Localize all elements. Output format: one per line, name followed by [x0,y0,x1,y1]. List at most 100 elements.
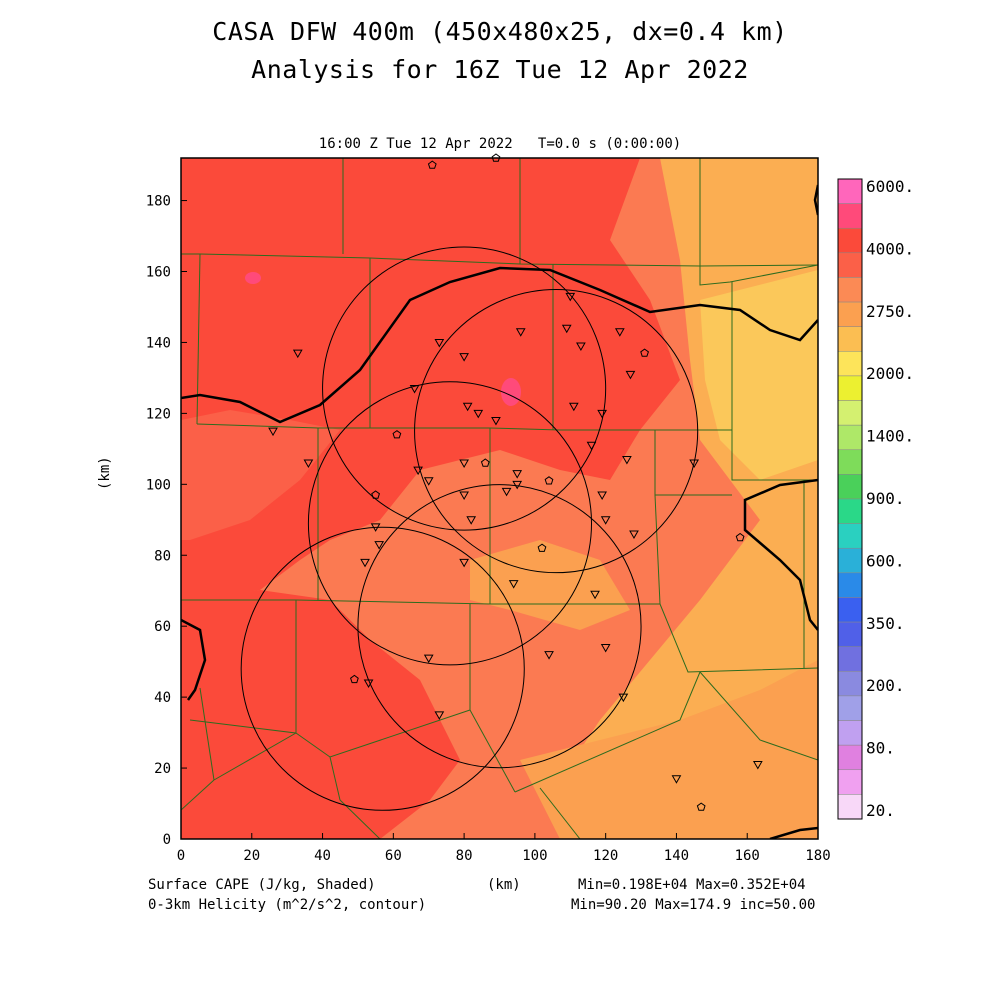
colorbar-swatch [837,301,863,327]
cape-max-spot-2 [245,272,261,284]
x-tick-label: 0 [177,848,185,864]
station-pentagon [371,490,380,499]
station-triangle [671,775,682,784]
colorbar-swatch [837,326,863,352]
helicity-contours [181,184,818,839]
cape-south-orange-band [520,660,818,839]
cape-max-spot [501,378,521,406]
colorbar-swatch [837,400,863,426]
station-triangle [370,523,381,532]
station-triangle [459,558,469,568]
y-tick-label: 40 [154,690,171,706]
radar-ring [414,289,699,574]
station-pentagon [480,458,490,467]
station-triangle [413,466,423,476]
colorbar-swatch [837,178,863,204]
station-triangle [459,353,469,362]
colorbar-swatch [837,227,863,254]
x-tick-label: 140 [664,848,689,864]
station-triangle [466,516,477,525]
station-triangle [614,328,625,337]
radar-range-rings [240,246,699,811]
colorbar-label: 80. [866,739,895,758]
cape-east-yellow-band [700,270,818,480]
station-triangle [423,477,434,486]
colorbar-swatch [837,351,863,377]
y-tick-label: 80 [154,548,171,564]
station-markers [268,153,763,811]
x-tick-label: 60 [385,848,402,864]
colorbar-label: 4000. [866,239,914,258]
station-triangle [459,459,469,469]
station-triangle [622,455,632,465]
y-tick-label: 120 [146,406,171,422]
cape-high-region-southwest [181,590,460,839]
colorbar-swatch [837,375,863,401]
colorbar-label: 350. [866,614,905,633]
station-triangle [268,427,278,437]
station-triangle [303,459,314,469]
station-triangle [576,342,586,351]
y-tick-label: 20 [154,761,171,777]
station-pentagon [392,430,402,439]
footer-left-2: 0-3km Helicity (m^2/s^2, contour) [148,897,427,913]
colorbar-swatch [837,794,863,820]
x-tick-label: 120 [593,848,618,864]
x-tick-label: 80 [456,848,473,864]
cape-mid-region-west [181,410,340,540]
station-triangle [600,643,611,653]
station-triangle [618,693,629,703]
station-triangle [544,651,554,660]
x-tick-label: 40 [314,848,331,864]
station-triangle [512,470,523,479]
colorbar-label: 1400. [866,427,914,446]
station-triangle [462,402,473,412]
cape-field [181,158,818,839]
footer-left-1: Surface CAPE (J/kg, Shaded) [148,877,376,893]
colorbar-label: 900. [866,489,905,508]
station-triangle [491,416,501,426]
station-triangle [501,487,512,497]
colorbar-swatch [837,769,863,795]
colorbar-swatch [837,646,863,672]
station-triangle [360,558,370,568]
station-triangle [568,402,579,412]
station-triangle [590,590,600,600]
county-boundaries [181,158,818,839]
radar-ring [307,381,593,666]
y-tick-label: 100 [146,477,171,493]
colorbar-swatch [837,474,863,500]
footer-center: (km) [487,877,521,893]
station-pentagon [640,348,649,357]
footer-right-2: Min=90.20 Max=174.9 inc=50.00 [571,897,816,913]
station-triangle [629,530,639,539]
colorbar-swatch [837,621,863,647]
colorbar-swatch [837,498,863,524]
plot-frame [180,157,819,840]
colorbar-label: 600. [866,551,905,570]
station-triangle [586,441,597,451]
cape-high-region-west [181,158,680,600]
station-triangle [473,409,484,419]
station-triangle [565,292,576,302]
station-triangle [508,580,519,589]
radar-ring [240,526,525,811]
x-tick-label: 160 [735,848,760,864]
y-tick-label: 0 [163,832,171,848]
station-triangle [600,516,611,525]
x-tick-label: 180 [805,848,830,864]
station-triangle [292,349,303,359]
colorbar-swatch [837,424,863,451]
colorbar-swatch [837,597,863,623]
radar-ring [322,246,607,531]
colorbar-label: 2000. [866,364,914,383]
colorbar: 6000. 4000. 2750. 2000. 1400. 900. 600. 350. 200… [837,177,914,820]
station-pentagon [696,802,706,811]
colorbar-swatch [837,695,863,721]
colorbar-swatch [837,523,863,549]
station-triangle [515,328,526,337]
colorbar-label: 200. [866,676,905,695]
x-axis: 0 20 40 60 80 100 120 140 160 180 [177,833,831,864]
title-line-1: CASA DFW 400m (450x480x25, dx=0.4 km) [212,17,788,46]
station-triangle [689,459,700,469]
